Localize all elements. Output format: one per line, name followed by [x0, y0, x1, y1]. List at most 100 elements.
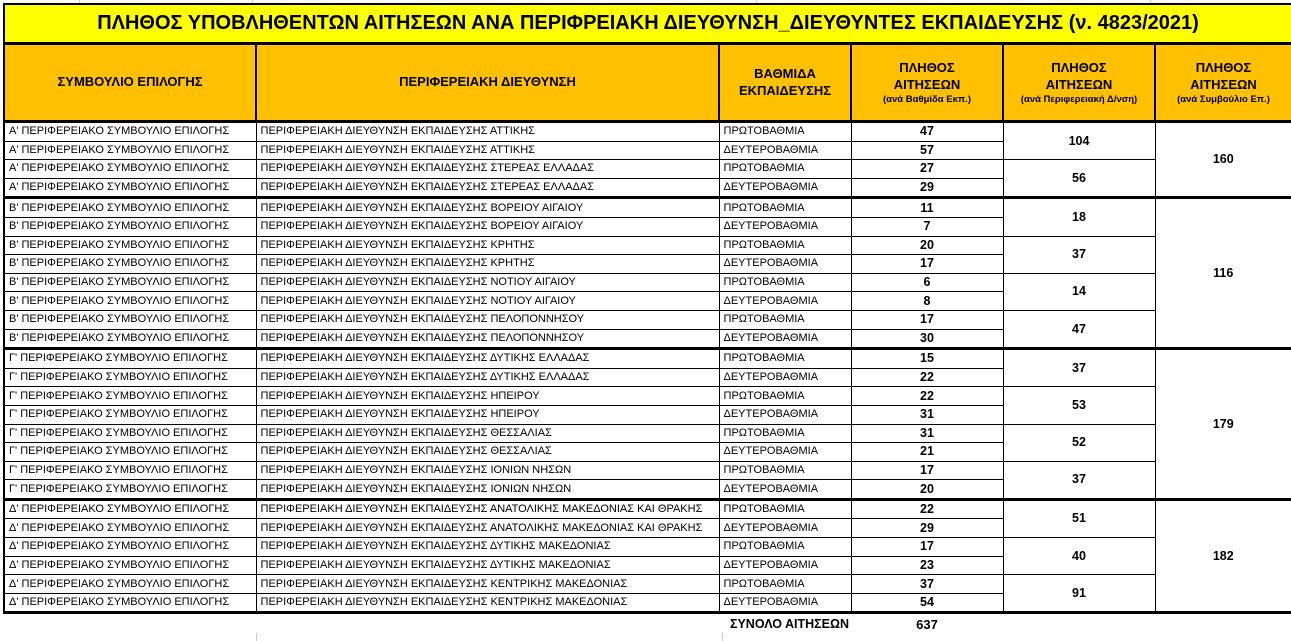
count-cell: 27	[850, 159, 1004, 179]
count-cell: 17	[850, 537, 1004, 557]
col-header-council: ΣΥΜΒΟΥΛΙΟ ΕΠΙΛΟΓΗΣ	[3, 42, 257, 123]
table-row: Β' ΠΕΡΙΦΕΡΕΙΑΚΟ ΣΥΜΒΟΥΛΙΟ ΕΠΙΛΟΓΗΣ ΠΕΡΙΦΕ…	[3, 328, 1291, 351]
level-cell: ΠΡΩΤΟΒΑΘΜΙΑ	[718, 423, 852, 444]
level-cell: ΔΕΥΤΕΡΟΒΑΘΜΙΑ	[718, 254, 852, 274]
level-cell: ΔΕΥΤΕΡΟΒΑΘΜΙΑ	[718, 328, 852, 351]
directorate-total-cell: 37	[1002, 460, 1156, 501]
level-cell: ΠΡΩΤΟΒΑΘΜΙΑ	[718, 348, 852, 369]
level-cell: ΔΕΥΤΕΡΟΒΑΘΜΙΑ	[718, 442, 852, 462]
count-cell: 37	[850, 574, 1004, 594]
council-cell: Γ' ΠΕΡΙΦΕΡΕΙΑΚΟ ΣΥΜΒΟΥΛΙΟ ΕΠΙΛΟΓΗΣ	[3, 442, 257, 462]
table-row: Β' ΠΕΡΙΦΕΡΕΙΑΚΟ ΣΥΜΒΟΥΛΙΟ ΕΠΙΛΟΓΗΣ ΠΕΡΙΦΕ…	[3, 309, 1291, 351]
directorate-total-cell: 18	[1002, 197, 1156, 237]
council-cell: Δ' ΠΕΡΙΦΕΡΕΙΑΚΟ ΣΥΜΒΟΥΛΙΟ ΕΠΙΛΟΓΗΣ	[3, 498, 257, 520]
council-cell: Γ' ΠΕΡΙΦΕΡΕΙΑΚΟ ΣΥΜΒΟΥΛΙΟ ΕΠΙΛΟΓΗΣ	[3, 460, 257, 481]
directorate-total-cell: 104	[1002, 120, 1156, 161]
directorate-cell: ΠΕΡΙΦΕΡΕΙΑΚΗ ΔΙΕΥΘΥΝΣΗ ΕΚΠΑΙΔΕΥΣΗΣ ΙΟΝΙΩ…	[255, 479, 720, 501]
count-cell: 31	[850, 404, 1004, 425]
table-row: Γ' ΠΕΡΙΦΕΡΕΙΑΚΟ ΣΥΜΒΟΥΛΙΟ ΕΠΙΛΟΓΗΣ ΠΕΡΙΦΕ…	[3, 442, 1291, 462]
council-total-cell: 160	[1154, 120, 1291, 200]
council-cell: Γ' ΠΕΡΙΦΕΡΕΙΑΚΟ ΣΥΜΒΟΥΛΙΟ ΕΠΙΛΟΓΗΣ	[3, 348, 257, 369]
count-cell: 57	[850, 140, 1004, 161]
directorate-total-cell: 47	[1002, 309, 1156, 351]
council-cell: Β' ΠΕΡΙΦΕΡΕΙΑΚΟ ΣΥΜΒΟΥΛΙΟ ΕΠΙΛΟΓΗΣ	[3, 291, 257, 311]
count-cell: 11	[850, 197, 1004, 218]
footer-ghost-cell	[1003, 612, 1155, 635]
table-row: Β' ΠΕΡΙΦΕΡΕΙΑΚΟ ΣΥΜΒΟΥΛΙΟ ΕΠΙΛΟΓΗΣ ΠΕΡΙΦΕ…	[3, 235, 1291, 274]
table-header-row: ΣΥΜΒΟΥΛΙΟ ΕΠΙΛΟΓΗΣ ΠΕΡΙΦΕΡΕΙΑΚΗ ΔΙΕΥΘΥΝΣ…	[3, 42, 1291, 123]
count-cell: 20	[850, 479, 1004, 501]
col-header-level: ΒΑΘΜΙΔΑ ΕΚΠΑΙΔΕΥΣΗΣ	[718, 42, 852, 123]
count-cell: 47	[850, 121, 1004, 142]
directorate-cell: ΠΕΡΙΦΕΡΕΙΑΚΗ ΔΙΕΥΘΥΝΣΗ ΕΚΠΑΙΔΕΥΣΗΣ ΔΥΤΙΚ…	[255, 555, 720, 576]
count-cell: 22	[850, 367, 1004, 388]
council-cell: Γ' ΠΕΡΙΦΕΡΕΙΑΚΟ ΣΥΜΒΟΥΛΙΟ ΕΠΙΛΟΓΗΣ	[3, 479, 257, 501]
table-row: Α' ΠΕΡΙΦΕΡΕΙΑΚΟ ΣΥΜΒΟΥΛΙΟ ΕΠΙΛΟΓΗΣ ΠΕΡΙΦΕ…	[3, 159, 1291, 200]
level-cell: ΔΕΥΤΕΡΟΒΑΘΜΙΑ	[718, 367, 852, 388]
applications-table: ΠΛΗΘΟΣ ΥΠΟΒΛΗΘΕΝΤΩΝ ΑΙΤΗΣΕΩΝ ΑΝΑ ΠΕΡΙΦΡΕ…	[3, 3, 1291, 635]
directorate-cell: ΠΕΡΙΦΕΡΕΙΑΚΗ ΔΙΕΥΘΥΝΣΗ ΕΚΠΑΙΔΕΥΣΗΣ ΑΝΑΤΟ…	[255, 518, 720, 539]
council-cell: Β' ΠΕΡΙΦΕΡΕΙΑΚΟ ΣΥΜΒΟΥΛΙΟ ΕΠΙΛΟΓΗΣ	[3, 328, 257, 351]
council-cell: Δ' ΠΕΡΙΦΕΡΕΙΑΚΟ ΣΥΜΒΟΥΛΙΟ ΕΠΙΛΟΓΗΣ	[3, 574, 257, 594]
count-cell: 15	[850, 348, 1004, 369]
directorate-cell: ΠΕΡΙΦΕΡΕΙΑΚΗ ΔΙΕΥΘΥΝΣΗ ΕΚΠΑΙΔΕΥΣΗΣ ΚΕΝΤΡ…	[255, 574, 720, 594]
level-cell: ΔΕΥΤΕΡΟΒΑΘΜΙΑ	[718, 404, 852, 425]
col-header-count-per-council: ΠΛΗΘΟΣ ΑΙΤΗΣΕΩΝ (ανά Συμβούλιο Επ.)	[1154, 42, 1291, 123]
level-cell: ΠΡΩΤΟΒΑΘΜΙΑ	[718, 159, 852, 179]
council-cell: Δ' ΠΕΡΙΦΕΡΕΙΑΚΟ ΣΥΜΒΟΥΛΙΟ ΕΠΙΛΟΓΗΣ	[3, 537, 257, 557]
directorate-cell: ΠΕΡΙΦΕΡΕΙΑΚΗ ΔΙΕΥΘΥΝΣΗ ΕΚΠΑΙΔΕΥΣΗΣ ΠΕΛΟΠ…	[255, 328, 720, 351]
directorate-cell: ΠΕΡΙΦΕΡΕΙΑΚΗ ΔΙΕΥΘΥΝΣΗ ΕΚΠΑΙΔΕΥΣΗΣ ΚΕΝΤΡ…	[255, 592, 720, 615]
directorate-cell: ΠΕΡΙΦΕΡΕΙΑΚΗ ΔΙΕΥΘΥΝΣΗ ΕΚΠΑΙΔΕΥΣΗΣ ΒΟΡΕΙ…	[255, 197, 720, 218]
council-cell: Α' ΠΕΡΙΦΕΡΕΙΑΚΟ ΣΥΜΒΟΥΛΙΟ ΕΠΙΛΟΓΗΣ	[3, 177, 257, 200]
directorate-cell: ΠΕΡΙΦΕΡΕΙΑΚΗ ΔΙΕΥΘΥΝΣΗ ΕΚΠΑΙΔΕΥΣΗΣ ΑΤΤΙΚ…	[255, 121, 720, 142]
council-cell: Α' ΠΕΡΙΦΕΡΕΙΑΚΟ ΣΥΜΒΟΥΛΙΟ ΕΠΙΛΟΓΗΣ	[3, 159, 257, 179]
table-body: Α' ΠΕΡΙΦΕΡΕΙΑΚΟ ΣΥΜΒΟΥΛΙΟ ΕΠΙΛΟΓΗΣ ΠΕΡΙΦΕ…	[3, 120, 1291, 615]
count-cell: 29	[850, 518, 1004, 539]
directorate-total-cell: 14	[1002, 272, 1156, 311]
level-cell: ΔΕΥΤΕΡΟΒΑΘΜΙΑ	[718, 216, 852, 237]
directorate-total-cell: 37	[1002, 235, 1156, 274]
page-title: ΠΛΗΘΟΣ ΥΠΟΒΛΗΘΕΝΤΩΝ ΑΙΤΗΣΕΩΝ ΑΝΑ ΠΕΡΙΦΡΕ…	[3, 3, 1291, 45]
directorate-cell: ΠΕΡΙΦΕΡΕΙΑΚΗ ΔΙΕΥΘΥΝΣΗ ΕΚΠΑΙΔΕΥΣΗΣ ΚΡΗΤΗ…	[255, 254, 720, 274]
title-row: ΠΛΗΘΟΣ ΥΠΟΒΛΗΘΕΝΤΩΝ ΑΙΤΗΣΕΩΝ ΑΝΑ ΠΕΡΙΦΡΕ…	[3, 3, 1291, 45]
table-row: Α' ΠΕΡΙΦΕΡΕΙΑΚΟ ΣΥΜΒΟΥΛΙΟ ΕΠΙΛΟΓΗΣ ΠΕΡΙΦΕ…	[3, 120, 1291, 200]
council-cell: Α' ΠΕΡΙΦΕΡΕΙΑΚΟ ΣΥΜΒΟΥΛΙΟ ΕΠΙΛΟΓΗΣ	[3, 121, 257, 142]
count-cell: 21	[850, 442, 1004, 462]
table-row: Β' ΠΕΡΙΦΕΡΕΙΑΚΟ ΣΥΜΒΟΥΛΙΟ ΕΠΙΛΟΓΗΣ ΠΕΡΙΦΕ…	[3, 291, 1291, 311]
count-cell: 22	[850, 498, 1004, 520]
directorate-total-cell: 40	[1002, 537, 1156, 576]
count-cell: 20	[850, 235, 1004, 256]
table-row: Γ' ΠΕΡΙΦΕΡΕΙΑΚΟ ΣΥΜΒΟΥΛΙΟ ΕΠΙΛΟΓΗΣ ΠΕΡΙΦΕ…	[3, 460, 1291, 501]
level-cell: ΠΡΩΤΟΒΑΘΜΙΑ	[718, 197, 852, 218]
col-header-count-per-level: ΠΛΗΘΟΣ ΑΙΤΗΣΕΩΝ (ανά Βαθμίδα Εκπ.)	[850, 42, 1004, 123]
table-row: Γ' ΠΕΡΙΦΕΡΕΙΑΚΟ ΣΥΜΒΟΥΛΙΟ ΕΠΙΛΟΓΗΣ ΠΕΡΙΦΕ…	[3, 479, 1291, 501]
council-cell: Β' ΠΕΡΙΦΕΡΕΙΑΚΟ ΣΥΜΒΟΥΛΙΟ ΕΠΙΛΟΓΗΣ	[3, 254, 257, 274]
council-cell: Β' ΠΕΡΙΦΕΡΕΙΑΚΟ ΣΥΜΒΟΥΛΙΟ ΕΠΙΛΟΓΗΣ	[3, 197, 257, 218]
directorate-total-cell: 56	[1002, 159, 1156, 200]
table-row: Γ' ΠΕΡΙΦΕΡΕΙΑΚΟ ΣΥΜΒΟΥΛΙΟ ΕΠΙΛΟΓΗΣ ΠΕΡΙΦΕ…	[3, 348, 1291, 501]
directorate-total-cell: 52	[1002, 423, 1156, 462]
directorate-cell: ΠΕΡΙΦΕΡΕΙΑΚΗ ΔΙΕΥΘΥΝΣΗ ΕΚΠΑΙΔΕΥΣΗΣ ΣΤΕΡΕ…	[255, 159, 720, 179]
directorate-cell: ΠΕΡΙΦΕΡΕΙΑΚΗ ΔΙΕΥΘΥΝΣΗ ΕΚΠΑΙΔΕΥΣΗΣ ΒΟΡΕΙ…	[255, 216, 720, 237]
total-value: 637	[851, 612, 1003, 635]
table-row: Γ' ΠΕΡΙΦΕΡΕΙΑΚΟ ΣΥΜΒΟΥΛΙΟ ΕΠΙΛΟΓΗΣ ΠΕΡΙΦΕ…	[3, 386, 1291, 425]
count-cell: 54	[850, 592, 1004, 615]
count-cell: 23	[850, 555, 1004, 576]
level-cell: ΔΕΥΤΕΡΟΒΑΘΜΙΑ	[718, 140, 852, 161]
directorate-cell: ΠΕΡΙΦΕΡΕΙΑΚΗ ΔΙΕΥΘΥΝΣΗ ΕΚΠΑΙΔΕΥΣΗΣ ΣΤΕΡΕ…	[255, 177, 720, 200]
level-cell: ΠΡΩΤΟΒΑΘΜΙΑ	[718, 498, 852, 520]
directorate-cell: ΠΕΡΙΦΕΡΕΙΑΚΗ ΔΙΕΥΘΥΝΣΗ ΕΚΠΑΙΔΕΥΣΗΣ ΑΤΤΙΚ…	[255, 140, 720, 161]
table-row: Δ' ΠΕΡΙΦΕΡΕΙΑΚΟ ΣΥΜΒΟΥΛΙΟ ΕΠΙΛΟΓΗΣ ΠΕΡΙΦΕ…	[3, 574, 1291, 615]
count-cell: 29	[850, 177, 1004, 200]
count-cell: 7	[850, 216, 1004, 237]
table-row: Δ' ΠΕΡΙΦΕΡΕΙΑΚΟ ΣΥΜΒΟΥΛΙΟ ΕΠΙΛΟΓΗΣ ΠΕΡΙΦΕ…	[3, 592, 1291, 615]
directorate-cell: ΠΕΡΙΦΕΡΕΙΑΚΗ ΔΙΕΥΘΥΝΣΗ ΕΚΠΑΙΔΕΥΣΗΣ ΗΠΕΙΡ…	[255, 386, 720, 406]
directorate-total-cell: 51	[1002, 498, 1156, 539]
table-row: Γ' ΠΕΡΙΦΕΡΕΙΑΚΟ ΣΥΜΒΟΥΛΙΟ ΕΠΙΛΟΓΗΣ ΠΕΡΙΦΕ…	[3, 423, 1291, 462]
directorate-cell: ΠΕΡΙΦΕΡΕΙΑΚΗ ΔΙΕΥΘΥΝΣΗ ΕΚΠΑΙΔΕΥΣΗΣ ΘΕΣΣΑ…	[255, 442, 720, 462]
table-row: Β' ΠΕΡΙΦΕΡΕΙΑΚΟ ΣΥΜΒΟΥΛΙΟ ΕΠΙΛΟΓΗΣ ΠΕΡΙΦΕ…	[3, 197, 1291, 351]
council-cell: Β' ΠΕΡΙΦΕΡΕΙΑΚΟ ΣΥΜΒΟΥΛΙΟ ΕΠΙΛΟΓΗΣ	[3, 309, 257, 330]
level-cell: ΔΕΥΤΕΡΟΒΑΘΜΙΑ	[718, 177, 852, 200]
directorate-total-cell: 91	[1002, 574, 1156, 615]
count-cell: 6	[850, 272, 1004, 293]
